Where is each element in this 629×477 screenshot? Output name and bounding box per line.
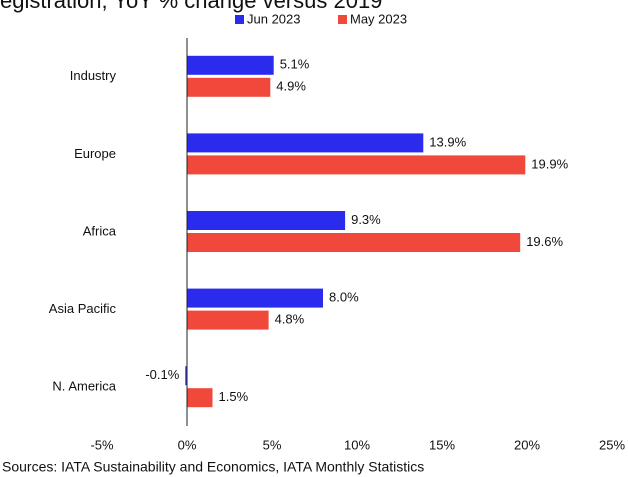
bar (187, 55, 274, 75)
chart-title: egistration, YoY % change versus 2019 (0, 0, 382, 13)
value-label: 13.9% (429, 134, 466, 149)
value-label: 19.6% (526, 234, 563, 249)
bar (187, 155, 526, 175)
y-tick-label: Africa (83, 223, 117, 238)
value-label: 9.3% (351, 212, 381, 227)
y-tick-label: Asia Pacific (49, 301, 117, 316)
x-tick-label: 15% (429, 437, 455, 452)
value-label: 4.8% (275, 312, 305, 327)
bar (187, 77, 271, 97)
bar (185, 366, 187, 386)
y-tick-label: Industry (70, 68, 117, 83)
bar (187, 388, 213, 408)
value-label: -0.1% (145, 367, 179, 382)
value-label: 5.1% (280, 57, 310, 72)
bar (187, 310, 269, 330)
y-tick-label: N. America (52, 379, 116, 394)
x-tick-label: 25% (599, 437, 625, 452)
x-tick-label: -5% (90, 437, 114, 452)
x-tick-label: 5% (263, 437, 282, 452)
x-tick-label: 0% (178, 437, 197, 452)
x-tick-label: 20% (514, 437, 540, 452)
value-label: 19.9% (531, 156, 568, 171)
bar (187, 288, 323, 308)
value-label: 8.0% (329, 290, 359, 305)
legend-label: May 2023 (350, 11, 407, 26)
bar (187, 133, 424, 153)
y-tick-label: Europe (74, 146, 116, 161)
value-label: 4.9% (276, 79, 306, 94)
bar (187, 233, 521, 252)
bar (187, 211, 346, 230)
legend-swatch (338, 15, 347, 24)
source-note: Sources: IATA Sustainability and Economi… (2, 459, 424, 475)
legend-label: Jun 2023 (247, 11, 301, 26)
legend-swatch (235, 15, 244, 24)
x-tick-label: 10% (344, 437, 370, 452)
value-label: 1.5% (219, 389, 249, 404)
